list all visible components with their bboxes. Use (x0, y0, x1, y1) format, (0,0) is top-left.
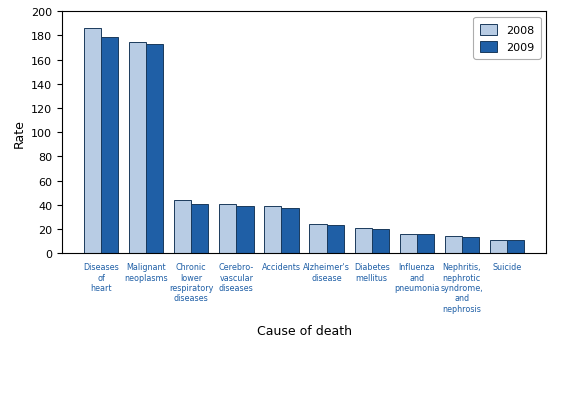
Bar (174, 200, 191, 254)
Bar (236, 207, 253, 254)
Bar (327, 226, 343, 254)
Bar (146, 45, 163, 254)
Legend: 2008, 2009: 2008, 2009 (473, 18, 540, 59)
Bar (310, 225, 327, 254)
Bar (372, 229, 389, 254)
Bar (507, 240, 524, 254)
Bar (445, 237, 462, 254)
Bar (400, 234, 417, 254)
Bar (219, 204, 236, 254)
Bar (490, 240, 507, 254)
Bar (282, 209, 298, 254)
Bar (84, 29, 101, 254)
Y-axis label: Rate: Rate (12, 119, 25, 147)
Bar (129, 43, 146, 254)
Bar (462, 238, 479, 254)
Bar (191, 204, 208, 254)
Bar (355, 228, 372, 254)
X-axis label: Cause of death: Cause of death (257, 324, 351, 337)
Bar (265, 207, 282, 254)
Bar (101, 38, 118, 254)
Bar (417, 234, 434, 254)
